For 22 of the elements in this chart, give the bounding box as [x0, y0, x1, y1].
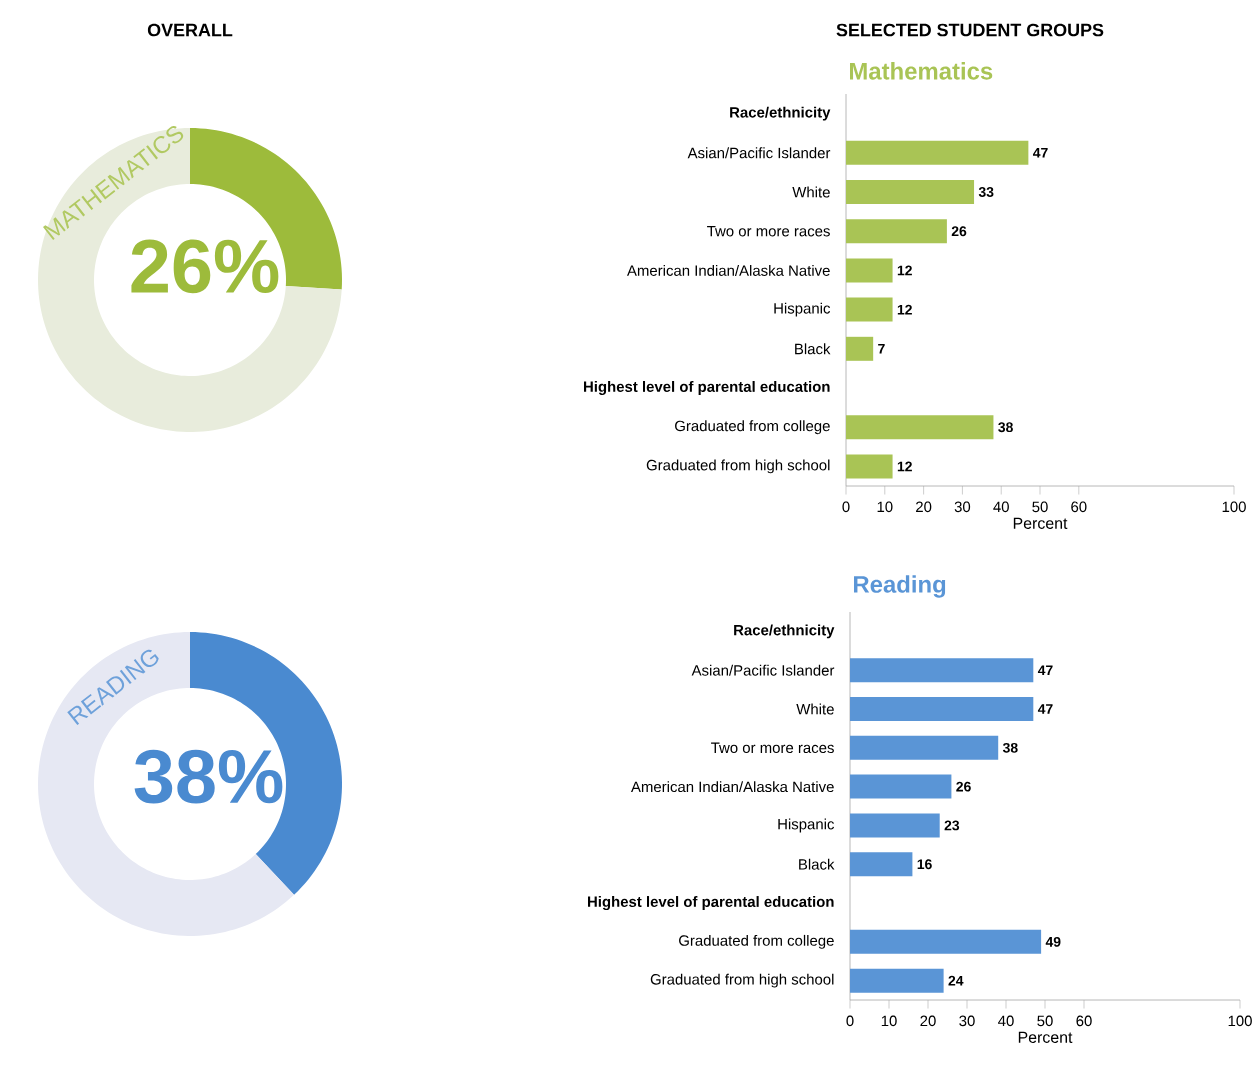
- bar: [846, 219, 947, 244]
- text: OVERALL: [147, 23, 233, 37]
- bar: [850, 658, 1034, 683]
- bar: [846, 297, 893, 322]
- chart-title: Mathematics: [850, 62, 993, 80]
- bar: [850, 852, 913, 877]
- bar: [850, 929, 1042, 954]
- chart-title: Reading: [854, 575, 946, 598]
- bar: [850, 735, 999, 760]
- bar: [846, 415, 994, 440]
- bar: [846, 336, 874, 361]
- bar: [846, 454, 893, 479]
- data-label: 38%: [134, 749, 283, 804]
- data-label: 26%: [131, 239, 279, 294]
- bar: [846, 258, 893, 283]
- bar: [846, 180, 975, 205]
- bar: [846, 140, 1029, 165]
- bar: [850, 968, 944, 993]
- bar: [850, 774, 952, 799]
- text: SELECTED STUDENT GROUPS: [836, 23, 1104, 37]
- bar: [850, 813, 940, 838]
- bar: [850, 697, 1034, 722]
